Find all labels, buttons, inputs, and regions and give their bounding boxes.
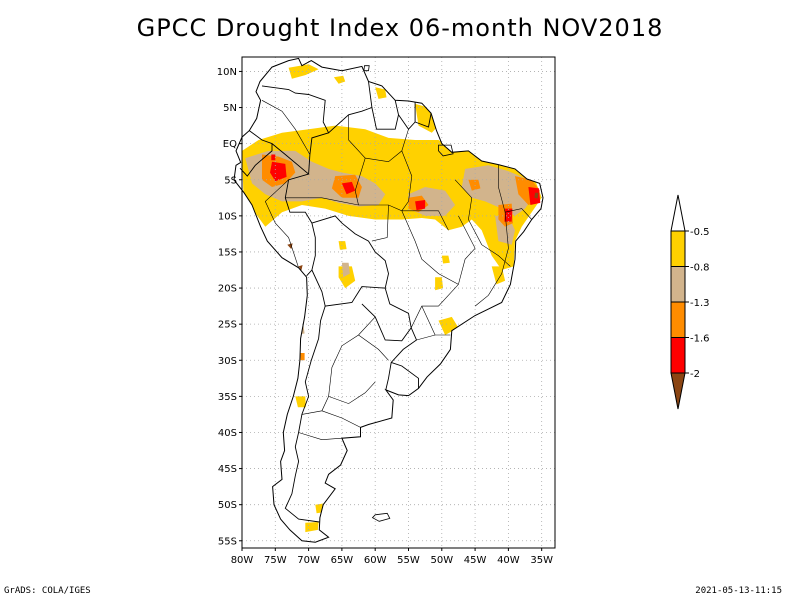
drought-area-class-1 bbox=[491, 266, 506, 285]
lon-tick-label: 35W bbox=[530, 555, 553, 566]
lat-tick-label: 5S bbox=[224, 175, 237, 186]
drought-area-class-1 bbox=[295, 396, 306, 408]
state-border bbox=[410, 215, 476, 328]
lat-tick-label: 5N bbox=[223, 103, 237, 114]
drought-area-class-1 bbox=[435, 277, 444, 291]
drought-area-class-1 bbox=[375, 87, 387, 99]
lon-tick-label: 50W bbox=[430, 555, 453, 566]
lon-tick-label: 65W bbox=[331, 555, 354, 566]
drought-area-class-1 bbox=[315, 503, 326, 514]
lat-tick-label: 55S bbox=[218, 536, 237, 547]
colorbar-legend: -0.5 -0.8 -1.3 -1.6 -2 bbox=[670, 194, 710, 410]
lat-tick-label: 15S bbox=[218, 247, 237, 258]
lat-tick-label: 35S bbox=[218, 392, 237, 403]
lat-tick-label: 50S bbox=[218, 500, 237, 511]
drought-area-class-1 bbox=[305, 522, 319, 533]
drought-area-class-1 bbox=[242, 125, 542, 270]
lon-tick-label: 45W bbox=[464, 555, 487, 566]
colorbar-threshold-label: -0.8 bbox=[690, 263, 710, 274]
drought-area-class-4 bbox=[528, 187, 541, 205]
drought-area-class-1 bbox=[441, 255, 450, 264]
country-border bbox=[311, 215, 389, 307]
drought-area-class-4 bbox=[270, 161, 287, 182]
drought-area-class-1 bbox=[415, 103, 439, 133]
colorbar-segment bbox=[670, 301, 686, 338]
state-border bbox=[321, 410, 361, 428]
lat-tick-label: 30S bbox=[218, 356, 237, 367]
country-border bbox=[361, 287, 412, 342]
country-border bbox=[271, 143, 316, 277]
lon-tick-label: 60W bbox=[364, 555, 387, 566]
lon-tick-label: 80W bbox=[231, 555, 254, 566]
state-border bbox=[348, 114, 409, 163]
country-border bbox=[239, 130, 273, 177]
drought-area-class-5 bbox=[287, 243, 293, 250]
country-border bbox=[391, 361, 419, 389]
footer-timestamp: 2021-05-13-11:15 bbox=[695, 586, 782, 596]
country-border bbox=[371, 100, 399, 130]
lat-tick-label: 45S bbox=[218, 464, 237, 475]
lat-tick-label: 40S bbox=[218, 428, 237, 439]
colorbar-threshold-label: -1.6 bbox=[690, 334, 710, 345]
colorbar-bottom-arrow bbox=[670, 372, 686, 410]
lat-tick-label: 10N bbox=[217, 67, 237, 78]
state-border bbox=[328, 381, 376, 404]
island-outline bbox=[438, 144, 454, 157]
state-border bbox=[358, 334, 389, 361]
lat-tick-label: 10S bbox=[218, 211, 237, 222]
gridlines bbox=[241, 57, 555, 548]
lat-tick-label: EQ bbox=[223, 139, 237, 150]
island-outline bbox=[371, 512, 391, 522]
drought-area-class-5 bbox=[534, 192, 539, 199]
colorbar-segment bbox=[670, 337, 686, 374]
footer-credit: GrADS: COLA/IGES bbox=[4, 586, 91, 596]
drought-area-class-4 bbox=[271, 154, 276, 161]
colorbar-segment bbox=[670, 230, 686, 267]
drought-area-class-4 bbox=[341, 181, 356, 195]
state-border bbox=[264, 179, 299, 268]
state-border bbox=[298, 432, 342, 441]
country-border bbox=[261, 85, 330, 175]
state-border bbox=[474, 212, 509, 307]
lon-tick-label: 75W bbox=[264, 555, 287, 566]
drought-area-class-2 bbox=[341, 262, 350, 278]
drought-area-class-1 bbox=[338, 241, 347, 250]
colorbar-threshold-label: -1.3 bbox=[690, 298, 710, 309]
state-border bbox=[401, 150, 413, 211]
axis-labels: 10N 5N EQ 5S 10S 15S 20S 25S 30S 35S 40S 45S 50S 55S 8… bbox=[217, 67, 553, 566]
country-border bbox=[385, 327, 418, 391]
drought-area-class-3 bbox=[300, 353, 305, 361]
drought-area-class-1 bbox=[288, 64, 319, 79]
map-title: GPCC Drought Index 06-month NOV2018 bbox=[136, 14, 664, 42]
country-border bbox=[414, 113, 432, 128]
colorbar-threshold-label: -0.5 bbox=[690, 227, 710, 238]
state-border bbox=[416, 334, 436, 341]
map-frame bbox=[241, 56, 556, 549]
drought-fill-layer bbox=[242, 64, 542, 533]
lat-tick-label: 25S bbox=[218, 320, 237, 331]
island-outline bbox=[363, 65, 370, 72]
lat-tick-label: 20S bbox=[218, 284, 237, 295]
drought-area-class-5 bbox=[298, 265, 303, 271]
colorbar-segment bbox=[670, 266, 686, 303]
drought-area-class-3 bbox=[468, 179, 481, 191]
state-border bbox=[401, 210, 459, 285]
state-border bbox=[454, 179, 511, 267]
country-border bbox=[328, 81, 373, 134]
state-border bbox=[261, 100, 311, 155]
colorbar-top-arrow bbox=[670, 194, 686, 232]
state-border bbox=[354, 158, 366, 206]
state-border bbox=[371, 204, 389, 242]
lon-tick-label: 70W bbox=[297, 555, 320, 566]
country-border bbox=[398, 102, 416, 130]
colorbar-threshold-label: -2 bbox=[690, 369, 700, 380]
lon-tick-label: 40W bbox=[497, 555, 520, 566]
drought-area-class-4 bbox=[415, 200, 426, 211]
lon-tick-label: 55W bbox=[397, 555, 420, 566]
drought-area-class-1 bbox=[333, 75, 346, 84]
boundary-layer bbox=[233, 57, 544, 543]
